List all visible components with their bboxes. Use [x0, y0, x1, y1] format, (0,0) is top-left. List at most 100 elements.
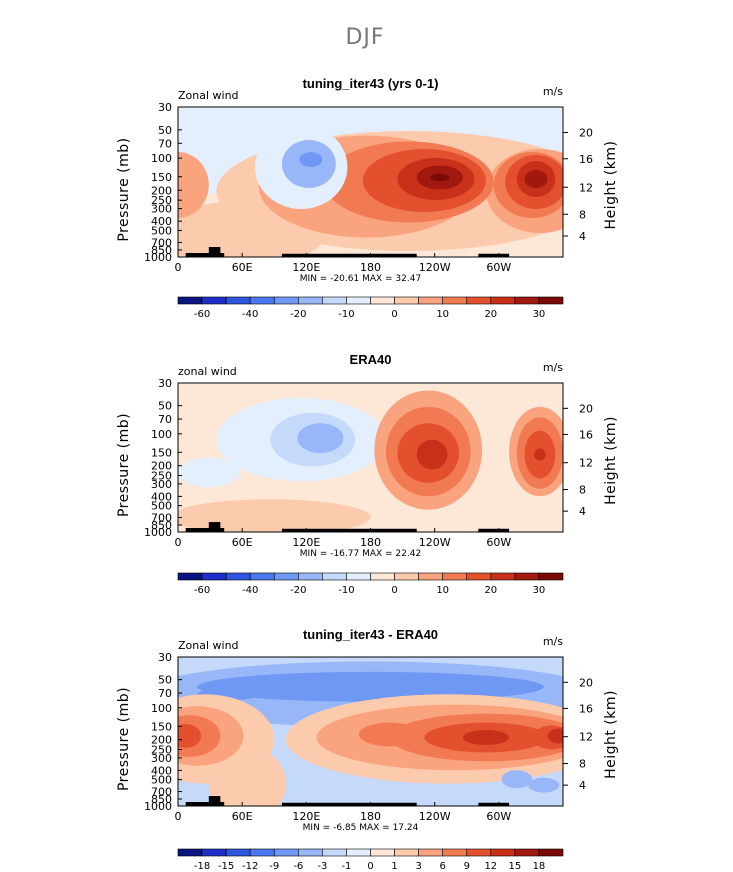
y-tick-label: 250: [151, 744, 172, 757]
x-tick-label: 60E: [232, 536, 253, 549]
colorbar-label: 0: [391, 309, 397, 320]
y-right-tick-label: 16: [579, 702, 593, 715]
colorbar-label: 15: [509, 861, 522, 872]
y-tick-label: 1000: [144, 251, 172, 264]
y-tick-label: 100: [151, 428, 172, 441]
variable-label: zonal wind: [178, 365, 237, 378]
topography: [281, 802, 417, 806]
colorbar-box: [466, 296, 492, 305]
y-tick-label: 50: [158, 124, 172, 137]
x-tick-label: 180: [360, 810, 381, 823]
y-tick-label: 1000: [144, 526, 172, 539]
y-tick-label: 250: [151, 194, 172, 207]
min-max-stats: MIN = -16.77 MAX = 22.42: [300, 549, 421, 559]
y-tick-label: 300: [151, 752, 172, 765]
y-tick-label: 400: [151, 490, 172, 503]
colorbar-label: 6: [440, 861, 446, 872]
contour-region: [524, 170, 548, 188]
topography: [208, 796, 221, 806]
y-right-tick-label: 20: [579, 676, 593, 689]
colorbar-box: [442, 848, 468, 857]
colorbar-box: [322, 572, 347, 581]
colorbar-label: -1: [341, 861, 351, 872]
y-right-tick-label: 8: [579, 758, 586, 771]
y-axis-right-label: Height (km): [603, 141, 619, 230]
colorbar-label: -12: [242, 861, 258, 872]
colorbar: -60 -40 -20 -10 0 10 20 30: [177, 296, 564, 320]
colorbar-label: -60: [194, 309, 210, 320]
y-tick-label: 700: [151, 786, 172, 799]
topography: [281, 253, 417, 257]
min-max-stats: MIN = -6.85 MAX = 17.24: [303, 823, 419, 833]
y-right-tick-label: 16: [579, 153, 593, 166]
colorbar-box: [538, 848, 564, 857]
colorbar-label: -60: [194, 585, 210, 596]
colorbar-box: [177, 572, 203, 581]
x-tick-label: 60W: [486, 536, 511, 549]
panel-title: tuning_iter43 (yrs 0-1): [303, 76, 439, 91]
colorbar: -18 -15 -12 -9 -6 -3 -1 0 1 3 6 9 12 15 18: [177, 848, 564, 872]
y-tick-label: 100: [151, 152, 172, 165]
colorbar-box: [346, 296, 371, 305]
y-tick-label: 100: [151, 702, 172, 715]
colorbar-box: [490, 296, 516, 305]
colorbar-box: [370, 572, 395, 581]
y-right-tick-label: 20: [579, 127, 593, 140]
colorbar-label: -3: [317, 861, 327, 872]
x-tick-label: 120W: [419, 261, 451, 274]
colorbar-label: -6: [293, 861, 303, 872]
x-tick-label: 120E: [292, 536, 320, 549]
contour-region: [528, 777, 560, 793]
contour-region: [178, 457, 240, 488]
contour-region: [208, 746, 286, 806]
colorbar-box: [298, 296, 323, 305]
colorbar-box: [249, 848, 275, 857]
colorbar-label: -10: [338, 585, 354, 596]
colorbar-label: -40: [242, 585, 258, 596]
colorbar-box: [322, 848, 347, 857]
colorbar-label: 20: [484, 585, 497, 596]
x-tick-label: 180: [360, 536, 381, 549]
contour-region: [430, 173, 450, 182]
colorbar-box: [514, 572, 540, 581]
y-axis-label: Pressure (mb): [116, 687, 132, 791]
y-right-tick-label: 4: [579, 505, 586, 518]
topography: [478, 802, 510, 806]
topography: [478, 528, 510, 532]
y-tick-label: 50: [158, 400, 172, 413]
y-tick-label: 70: [158, 137, 172, 150]
colorbar-box: [298, 572, 323, 581]
variable-label: Zonal wind: [178, 89, 239, 102]
y-tick-label: 50: [158, 674, 172, 687]
colorbar-box: [370, 848, 395, 857]
x-tick-label: 120E: [292, 261, 320, 274]
y-tick-label: 300: [151, 478, 172, 491]
y-tick-label: 400: [151, 215, 172, 228]
colorbar-box: [177, 296, 203, 305]
panel-title: tuning_iter43 - ERA40: [303, 627, 438, 642]
contour-region: [297, 423, 344, 454]
topography: [185, 802, 225, 806]
y-right-tick-label: 12: [579, 181, 593, 194]
colorbar: -60 -40 -20 -10 0 10 20 30: [177, 572, 564, 596]
colorbar-box: [273, 848, 299, 857]
y-tick-label: 70: [158, 687, 172, 700]
colorbar-box: [273, 296, 299, 305]
y-axis-right-label: Height (km): [603, 690, 619, 779]
contour-field: [178, 657, 563, 806]
y-tick-label: 150: [151, 720, 172, 733]
y-tick-label: 200: [151, 184, 172, 197]
topography: [281, 528, 417, 532]
contour-region: [178, 724, 202, 748]
colorbar-box: [225, 296, 251, 305]
colorbar-label: 10: [436, 585, 449, 596]
colorbar-label: 20: [484, 309, 497, 320]
colorbar-box: [298, 848, 323, 857]
y-tick-label: 30: [158, 101, 172, 114]
y-axis-label: Pressure (mb): [116, 137, 132, 241]
topography: [185, 253, 225, 257]
colorbar-label: -40: [242, 309, 258, 320]
colorbar-box: [514, 848, 540, 857]
